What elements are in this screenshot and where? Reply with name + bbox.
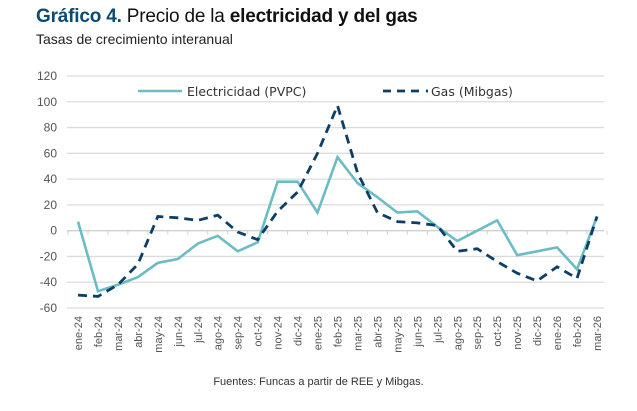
x-tick-label: feb-24	[93, 316, 105, 347]
series-line-gas	[77, 101, 599, 298]
title-bold: electricidad y del gas	[229, 6, 418, 27]
legend-label-electricidad: Electricidad (PVPC)	[187, 84, 306, 99]
y-axis-ticks: -60 -40 -20 0 20 40 60 80 100 120	[37, 69, 57, 315]
x-tick-label: nov-25	[512, 316, 524, 350]
y-tick-label: 120	[37, 69, 57, 83]
y-tick-label: -20	[40, 249, 58, 263]
x-axis-ticks: ene-24 feb-24 mar-24 abr-24 may-24 jun-24 jul-…	[73, 316, 604, 353]
chart-title: Gráfico 4. Precio de la electricidad y d…	[36, 6, 418, 28]
x-tick-label: jun-25	[412, 316, 424, 348]
x-tick-label: feb-26	[572, 316, 584, 347]
x-tick-label: dic-25	[532, 316, 544, 346]
title-regular: Precio de la	[121, 6, 230, 27]
legend-label-gas: Gas (Mibgas)	[431, 84, 513, 99]
y-tick-label: 100	[37, 95, 57, 109]
y-tick-label: -60	[40, 301, 58, 315]
x-tick-label: mar-25	[352, 316, 364, 351]
x-tick-label: sep-25	[472, 316, 484, 350]
x-tick-label: may-25	[392, 316, 404, 353]
legend: Electricidad (PVPC) Gas (Mibgas)	[138, 84, 513, 99]
x-tick-label: ago-24	[213, 316, 225, 350]
x-tick-label: nov-24	[273, 316, 285, 350]
y-tick-label: 80	[44, 121, 58, 135]
x-axis	[67, 230, 608, 235]
x-tick-label: ene-26	[552, 316, 564, 350]
series-line-electricidad	[76, 154, 599, 293]
x-tick-label: oct-24	[253, 316, 265, 347]
x-tick-label: may-24	[153, 316, 165, 353]
series-group	[76, 101, 599, 298]
x-tick-label: jul-25	[432, 316, 444, 344]
x-tick-label: mar-26	[592, 316, 604, 351]
y-tick-label: -40	[40, 275, 58, 289]
y-tick-label: 0	[50, 224, 57, 238]
x-tick-label: mar-24	[113, 316, 125, 351]
y-tick-label: 40	[44, 172, 58, 186]
x-tick-label: ene-24	[73, 316, 85, 350]
chart-subtitle: Tasas de crecimiento interanual	[36, 31, 233, 47]
gridlines	[67, 75, 604, 309]
x-tick-label: jul-24	[193, 316, 205, 344]
x-tick-label: oct-25	[492, 316, 504, 347]
x-tick-label: sep-24	[233, 316, 245, 350]
x-tick-label: ago-25	[452, 316, 464, 350]
y-tick-label: 60	[44, 146, 58, 160]
y-tick-label: 20	[44, 198, 58, 212]
x-tick-label: abr-25	[372, 316, 384, 348]
source-note: Fuentes: Funcas a partir de REE y Mibgas…	[213, 376, 424, 388]
x-tick-label: jun-24	[173, 316, 185, 348]
x-tick-label: feb-25	[333, 316, 345, 347]
chart-number: Gráfico 4.	[36, 6, 122, 27]
x-tick-label: abr-24	[133, 316, 145, 348]
x-tick-label: ene-25	[313, 316, 325, 350]
x-tick-label: dic-24	[293, 316, 305, 346]
